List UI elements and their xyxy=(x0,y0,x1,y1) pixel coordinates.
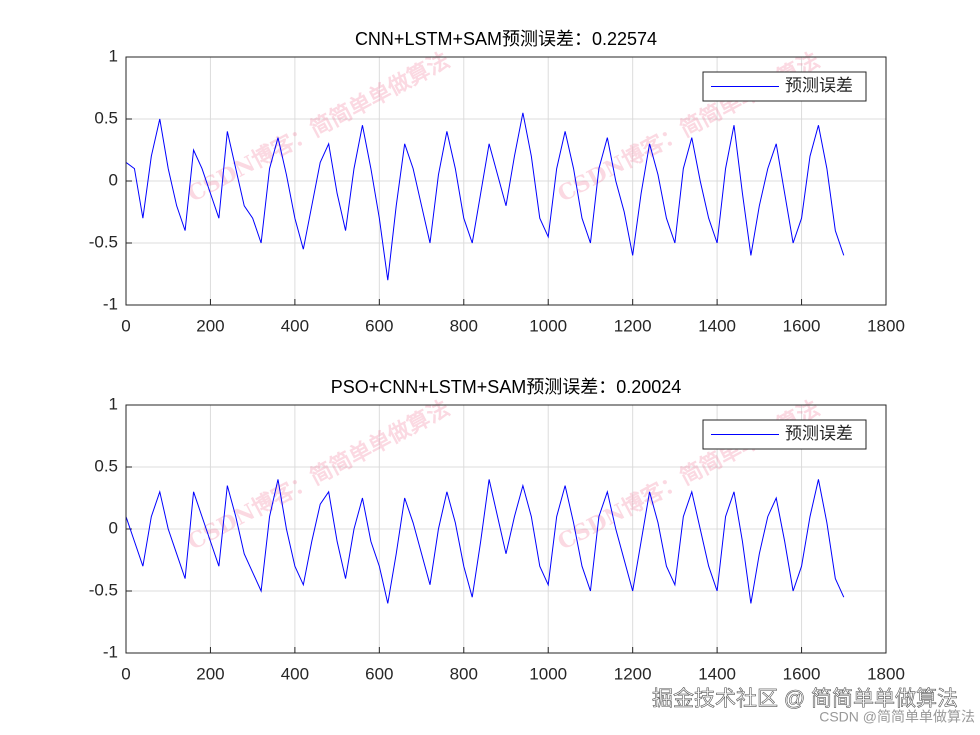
x-tick-label: 800 xyxy=(450,316,478,335)
x-tick-label: 1000 xyxy=(529,664,567,683)
x-tick-label: 400 xyxy=(281,316,309,335)
y-tick-label: 0 xyxy=(109,518,118,537)
legend-label: 预测误差 xyxy=(785,76,853,95)
footer-main: 掘金技术社区 @ 简简单单做算法 xyxy=(652,688,958,711)
x-tick-label: 1400 xyxy=(698,664,736,683)
x-tick-label: 1400 xyxy=(698,316,736,335)
footer-sub: CSDN @简简单单做算法 xyxy=(819,709,975,725)
error-line xyxy=(125,112,845,281)
legend-label: 预测误差 xyxy=(785,424,853,443)
chart-title: PSO+CNN+LSTM+SAM预测误差：0.20024 xyxy=(331,377,682,397)
x-tick-label: 600 xyxy=(365,664,393,683)
x-tick-label: 1600 xyxy=(783,664,821,683)
chart-title: CNN+LSTM+SAM预测误差：0.22574 xyxy=(355,29,657,49)
x-tick-label: 1800 xyxy=(867,316,905,335)
x-tick-label: 1200 xyxy=(614,316,652,335)
y-tick-label: 1 xyxy=(109,46,118,65)
x-tick-label: 1000 xyxy=(529,316,567,335)
x-tick-label: 1200 xyxy=(614,664,652,683)
x-tick-label: 0 xyxy=(121,316,130,335)
y-tick-label: -1 xyxy=(103,642,118,661)
y-tick-label: 0.5 xyxy=(94,108,118,127)
y-tick-label: 0 xyxy=(109,170,118,189)
axes-box xyxy=(125,56,887,306)
x-tick-label: 800 xyxy=(450,664,478,683)
x-tick-label: 1600 xyxy=(783,316,821,335)
y-tick-label: 1 xyxy=(109,394,118,413)
axes-box xyxy=(125,404,887,654)
x-tick-label: 0 xyxy=(121,664,130,683)
x-tick-label: 200 xyxy=(196,316,224,335)
x-tick-label: 600 xyxy=(365,316,393,335)
y-tick-label: 0.5 xyxy=(94,456,118,475)
error-line xyxy=(125,479,845,604)
x-tick-label: 1800 xyxy=(867,664,905,683)
y-tick-label: -0.5 xyxy=(89,232,118,251)
x-tick-label: 200 xyxy=(196,664,224,683)
y-tick-label: -0.5 xyxy=(89,580,118,599)
y-tick-label: -1 xyxy=(103,294,118,313)
x-tick-label: 400 xyxy=(281,664,309,683)
